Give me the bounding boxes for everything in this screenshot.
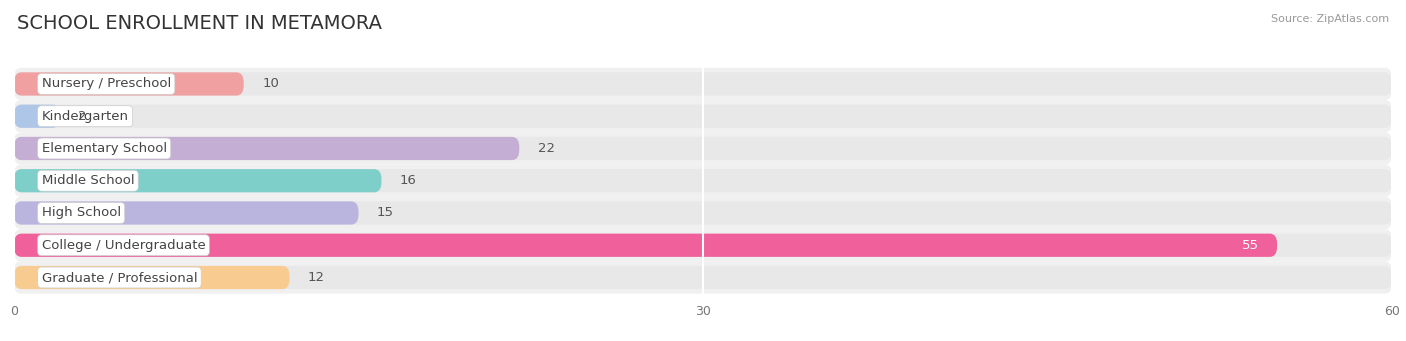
FancyBboxPatch shape: [14, 137, 1392, 160]
Text: 2: 2: [79, 110, 87, 123]
Text: Nursery / Preschool: Nursery / Preschool: [42, 77, 172, 90]
FancyBboxPatch shape: [14, 68, 1392, 100]
FancyBboxPatch shape: [14, 234, 1277, 257]
FancyBboxPatch shape: [14, 234, 1392, 257]
FancyBboxPatch shape: [14, 72, 243, 95]
Text: Source: ZipAtlas.com: Source: ZipAtlas.com: [1271, 14, 1389, 24]
Text: Middle School: Middle School: [42, 174, 134, 187]
FancyBboxPatch shape: [14, 100, 1392, 132]
FancyBboxPatch shape: [14, 169, 381, 192]
FancyBboxPatch shape: [14, 261, 1392, 294]
Text: 16: 16: [399, 174, 416, 187]
FancyBboxPatch shape: [14, 137, 519, 160]
FancyBboxPatch shape: [14, 202, 1392, 225]
FancyBboxPatch shape: [14, 105, 60, 128]
Text: 15: 15: [377, 207, 394, 220]
Text: 12: 12: [308, 271, 325, 284]
FancyBboxPatch shape: [14, 266, 1392, 289]
Text: College / Undergraduate: College / Undergraduate: [42, 239, 205, 252]
FancyBboxPatch shape: [14, 165, 1392, 197]
Text: High School: High School: [42, 207, 121, 220]
Text: 10: 10: [262, 77, 278, 90]
FancyBboxPatch shape: [14, 202, 359, 225]
Text: 22: 22: [537, 142, 554, 155]
FancyBboxPatch shape: [14, 229, 1392, 261]
FancyBboxPatch shape: [14, 266, 290, 289]
Text: SCHOOL ENROLLMENT IN METAMORA: SCHOOL ENROLLMENT IN METAMORA: [17, 14, 382, 33]
Text: Elementary School: Elementary School: [42, 142, 167, 155]
FancyBboxPatch shape: [14, 105, 1392, 128]
FancyBboxPatch shape: [14, 169, 1392, 192]
FancyBboxPatch shape: [14, 132, 1392, 165]
Text: Graduate / Professional: Graduate / Professional: [42, 271, 197, 284]
Text: 55: 55: [1241, 239, 1258, 252]
Text: Kindergarten: Kindergarten: [42, 110, 128, 123]
FancyBboxPatch shape: [14, 197, 1392, 229]
FancyBboxPatch shape: [14, 72, 1392, 95]
